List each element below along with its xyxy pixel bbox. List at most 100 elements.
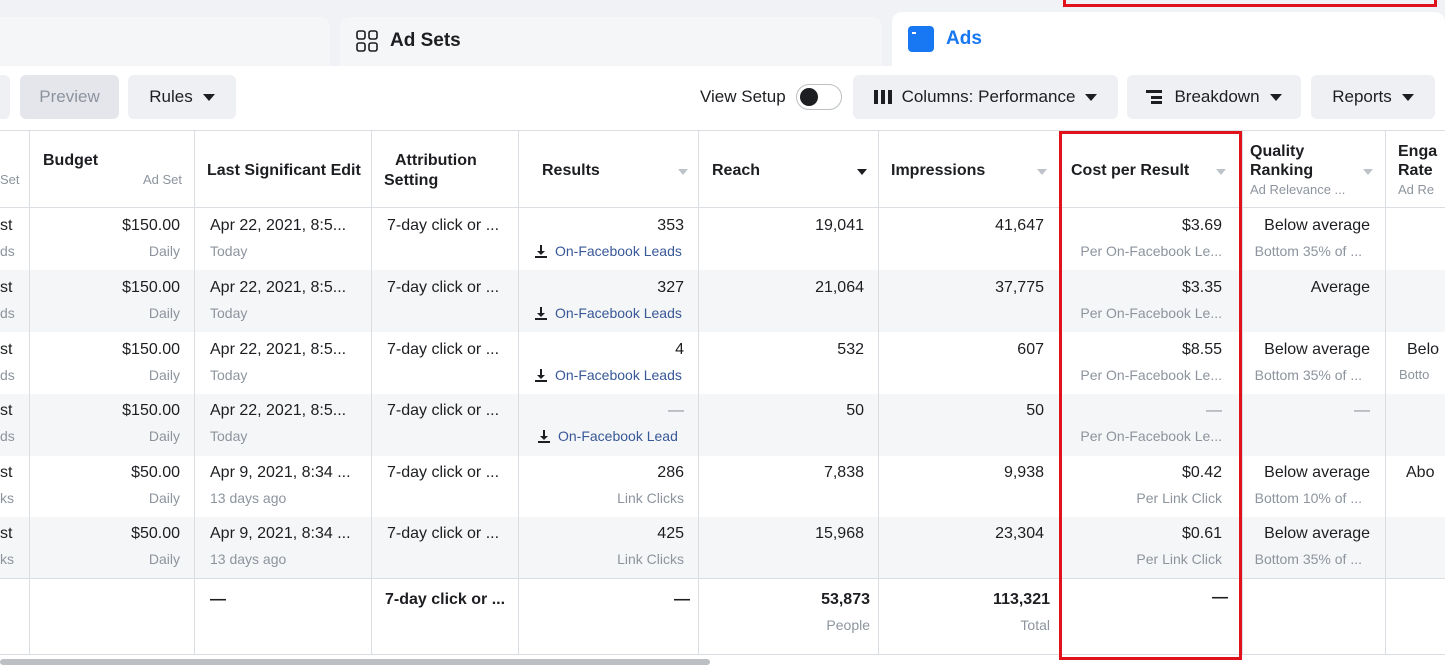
totals-reach-sub: People (826, 617, 870, 633)
cell-results-sub: Link Clicks (617, 551, 684, 567)
sort-icon[interactable] (1216, 169, 1226, 175)
cell-last-edit-sub: 13 days ago (210, 551, 287, 567)
table-row[interactable] (0, 394, 1445, 456)
results-header[interactable]: Results (542, 162, 600, 179)
cell-results: 425 (657, 525, 684, 542)
cell-quality: Below average (1264, 217, 1370, 234)
cost-per-result-header[interactable]: Cost per Result (1071, 162, 1190, 179)
view-setup-toggle[interactable] (796, 84, 842, 110)
tab-campaigns[interactable] (0, 17, 330, 67)
cell-cost-per-result: $8.55 (1181, 341, 1222, 358)
tab-ad-sets[interactable]: Ad Sets (340, 17, 882, 67)
sort-icon[interactable] (1037, 169, 1047, 175)
cell-budget: $50.00 (131, 464, 180, 481)
chevron-down-icon (1401, 93, 1414, 101)
cell-results-link[interactable]: On-Facebook Leads (535, 366, 682, 384)
totals-reach: 53,873 (821, 591, 870, 608)
cell-reach: 15,968 (815, 525, 864, 542)
reports-button[interactable]: Reports (1311, 75, 1435, 119)
engagement-header-sub: Ad Re (1398, 182, 1435, 197)
cell-engagement: Abo (1406, 464, 1435, 481)
sort-icon[interactable] (857, 169, 867, 175)
cell-quality: Average (1310, 279, 1370, 296)
cell-attribution: 7-day click or ... (387, 217, 500, 234)
cell-budget: $150.00 (122, 217, 180, 234)
cell-cost-per-result-sub: Per Link Click (1136, 490, 1222, 506)
cell-impressions: 9,938 (1003, 464, 1044, 481)
table-header-row (0, 130, 1445, 208)
cell-reach: 532 (837, 341, 864, 358)
ads-icon (908, 26, 934, 52)
breakdown-button[interactable]: Breakdown (1127, 75, 1301, 119)
download-icon (535, 369, 547, 382)
cell-budget: $150.00 (122, 402, 180, 419)
sort-icon[interactable] (1363, 169, 1373, 175)
engagement-header-line2[interactable]: Rate (1398, 162, 1433, 179)
cell-results: 327 (657, 279, 684, 296)
chevron-down-icon (1269, 93, 1282, 101)
cell-last-edit-sub: Today (210, 367, 248, 383)
cell-col0: st (0, 525, 13, 542)
last-edit-header[interactable]: Last Significant Edit (207, 162, 361, 179)
rules-button[interactable]: Rules (128, 75, 236, 119)
cell-results-link[interactable]: On-Facebook Leads (535, 242, 682, 260)
cell-quality: Below average (1264, 464, 1370, 481)
cell-attribution: 7-day click or ... (387, 402, 500, 419)
breakdown-label: Breakdown (1174, 87, 1260, 106)
cell-last-edit-sub: Today (210, 428, 248, 444)
cell-impressions: 23,304 (995, 525, 1044, 542)
cell-cost-per-result-sub: Per On-Facebook Le... (1080, 305, 1222, 321)
columns-label: Columns: Performance (901, 87, 1076, 106)
engagement-header-line1[interactable]: Enga (1398, 143, 1438, 160)
cell-results-link[interactable]: On-Facebook Leads (535, 304, 682, 322)
quality-header-line1[interactable]: Quality (1250, 143, 1305, 160)
set-header-sub: Set (0, 172, 20, 187)
table-row[interactable] (0, 270, 1445, 332)
cell-col0-sub: ds (0, 428, 15, 444)
cell-engagement-sub: Botto (1399, 367, 1430, 382)
tab-ads[interactable]: Ads (892, 12, 1445, 70)
cell-reach: 50 (846, 402, 864, 419)
download-icon (535, 307, 547, 320)
results-type-label: On-Facebook Lead (558, 428, 678, 444)
cell-results: 286 (657, 464, 684, 481)
cell-reach: 21,064 (815, 279, 864, 296)
columns-button[interactable]: Columns: Performance (853, 75, 1118, 119)
cell-cost-per-result-sub: Per On-Facebook Le... (1080, 243, 1222, 259)
tab-ads-label: Ads (946, 28, 982, 49)
cell-impressions: 41,647 (995, 217, 1044, 234)
totals-results: — (674, 591, 690, 608)
column-divider (698, 130, 699, 655)
tab-ad-sets-label: Ad Sets (390, 30, 461, 51)
totals-last-edit: — (210, 591, 226, 608)
totals-impressions-sub: Total (1020, 617, 1050, 633)
cell-quality-sub: Bottom 10% of ... (1254, 490, 1362, 506)
horizontal-scrollbar[interactable] (0, 659, 710, 665)
cell-cost-per-result: $3.69 (1181, 217, 1222, 234)
cell-last-edit: Apr 22, 2021, 8:5... (210, 402, 347, 419)
cell-attribution: 7-day click or ... (387, 464, 500, 481)
column-divider (1385, 130, 1386, 655)
cell-results-link[interactable]: On-Facebook Lead (538, 427, 678, 445)
cell-attribution: 7-day click or ... (387, 279, 500, 296)
breakdown-icon (1146, 90, 1163, 104)
reports-label: Reports (1332, 87, 1392, 106)
attribution-header-line2[interactable]: Setting (384, 172, 439, 189)
table-row[interactable] (0, 517, 1445, 579)
column-divider (1242, 130, 1243, 655)
cell-last-edit-sub: Today (210, 243, 248, 259)
cell-impressions: 50 (1026, 402, 1044, 419)
reach-header[interactable]: Reach (712, 162, 761, 179)
cell-last-edit: Apr 9, 2021, 8:34 ... (210, 464, 351, 481)
preview-button[interactable]: Preview (20, 75, 119, 119)
cell-col0-sub: ds (0, 305, 15, 321)
toolbar-clipped-button[interactable] (0, 75, 10, 119)
sort-icon[interactable] (678, 169, 688, 175)
totals-impressions: 113,321 (993, 591, 1050, 608)
quality-header-line2[interactable]: Ranking (1250, 162, 1314, 179)
chevron-down-icon (202, 93, 215, 101)
impressions-header[interactable]: Impressions (891, 162, 986, 179)
budget-header[interactable]: Budget (43, 152, 99, 169)
attribution-header-line1[interactable]: Attribution (395, 152, 477, 169)
cell-col0: st (0, 279, 13, 296)
